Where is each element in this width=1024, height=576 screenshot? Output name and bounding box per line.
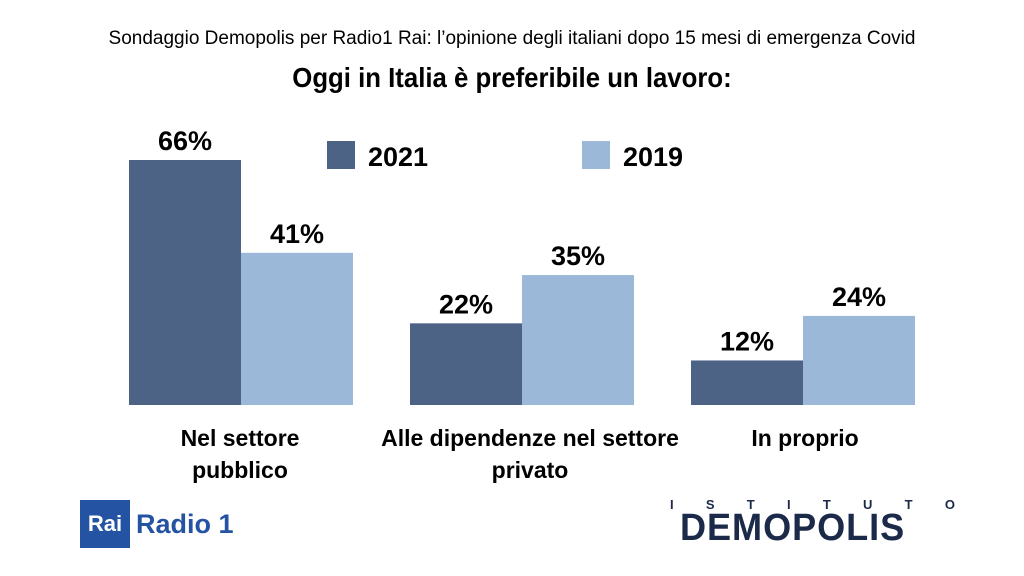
legend-label-2019: 2019 xyxy=(623,142,683,172)
data-label-2019-0: 41% xyxy=(270,219,324,249)
legend-swatch-2019 xyxy=(582,141,610,169)
bar-2021-0 xyxy=(129,160,241,405)
bar-2019-0 xyxy=(241,252,353,405)
category-label-pubblico: Nel settore pubblico xyxy=(180,425,300,483)
rai-logo-box: Rai xyxy=(80,500,130,548)
data-label-2021-1: 22% xyxy=(439,289,493,319)
legend-swatch-2021 xyxy=(327,141,355,169)
data-label-2019-1: 35% xyxy=(551,241,605,271)
chart-subtitle: Sondaggio Demopolis per Radio1 Rai: l’op… xyxy=(108,28,916,49)
bar-2021-2 xyxy=(691,360,803,405)
bar-2019-1 xyxy=(522,275,634,405)
rai-radio1-logo: Rai Radio 1 xyxy=(80,500,234,548)
bar-chart: 66% 22% 12% 41% 35% 24% 2021 2019 xyxy=(129,126,915,405)
legend-label-2021: 2021 xyxy=(368,142,428,172)
data-label-2019-2: 24% xyxy=(832,282,886,312)
category-label-in-proprio: In proprio xyxy=(751,425,859,451)
category-label-privato: Alle dipendenze nel settore privato xyxy=(381,425,679,483)
demopolis-wordmark: DEMOPOLIS xyxy=(680,507,906,549)
bar-2021-1 xyxy=(410,323,522,405)
chart-title: Oggi in Italia è preferibile un lavoro: xyxy=(292,62,732,93)
bar-2019-2 xyxy=(803,315,915,405)
data-label-2021-2: 12% xyxy=(720,326,774,356)
data-label-2021-0: 66% xyxy=(158,126,212,156)
radio1-logo-text: Radio 1 xyxy=(136,508,234,539)
